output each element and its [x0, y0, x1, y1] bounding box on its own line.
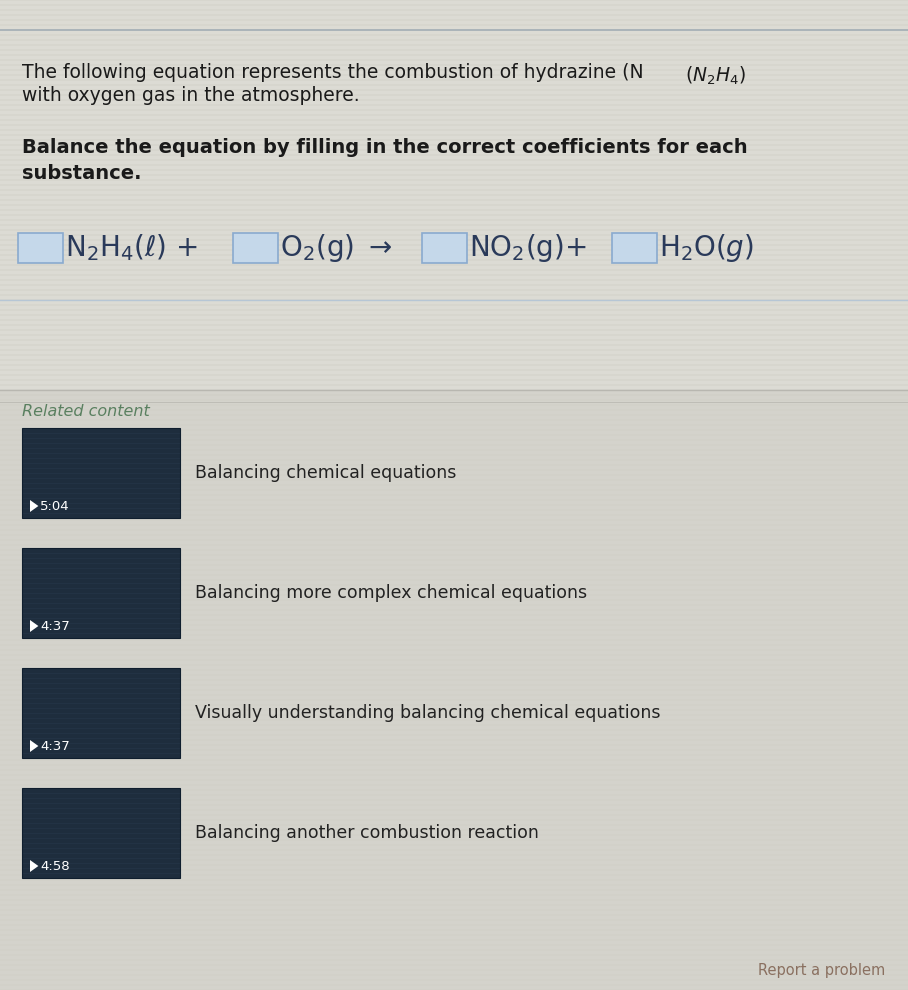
- Text: N$_2$H$_4$($\ell$) +: N$_2$H$_4$($\ell$) +: [65, 233, 198, 263]
- Text: Balancing chemical equations: Balancing chemical equations: [195, 464, 457, 482]
- Text: 4:58: 4:58: [40, 859, 70, 872]
- Text: substance.: substance.: [22, 164, 142, 183]
- Bar: [612, 233, 657, 263]
- Bar: [22, 788, 180, 878]
- Text: with oxygen gas in the atmosphere.: with oxygen gas in the atmosphere.: [22, 86, 360, 105]
- Text: 5:04: 5:04: [40, 500, 70, 513]
- Text: Balance the equation by filling in the correct coefficients for each: Balance the equation by filling in the c…: [22, 138, 747, 157]
- Text: Balancing another combustion reaction: Balancing another combustion reaction: [195, 824, 538, 842]
- Text: Balancing more complex chemical equations: Balancing more complex chemical equation…: [195, 584, 587, 602]
- Polygon shape: [30, 740, 38, 752]
- Polygon shape: [30, 860, 38, 872]
- Bar: [22, 548, 180, 638]
- Text: H$_2$O$(g)$: H$_2$O$(g)$: [659, 232, 754, 264]
- Bar: [18, 233, 63, 263]
- Bar: [233, 233, 278, 263]
- Text: Report a problem: Report a problem: [758, 963, 885, 978]
- Text: NO$_2$(g)+: NO$_2$(g)+: [469, 232, 587, 264]
- Text: Related content: Related content: [22, 404, 150, 419]
- Bar: [22, 668, 180, 758]
- Text: 4:37: 4:37: [40, 740, 70, 752]
- Text: 4:37: 4:37: [40, 620, 70, 633]
- Polygon shape: [30, 500, 38, 512]
- Bar: [422, 233, 467, 263]
- Text: Visually understanding balancing chemical equations: Visually understanding balancing chemica…: [195, 704, 660, 722]
- Text: $(N_2H_4)$: $(N_2H_4)$: [685, 65, 745, 87]
- Bar: [22, 428, 180, 518]
- Text: O$_2$(g) $\rightarrow$: O$_2$(g) $\rightarrow$: [280, 232, 392, 264]
- Bar: [0, 0, 908, 390]
- Text: The following equation represents the combustion of hydrazine (N: The following equation represents the co…: [22, 63, 644, 82]
- Polygon shape: [30, 620, 38, 632]
